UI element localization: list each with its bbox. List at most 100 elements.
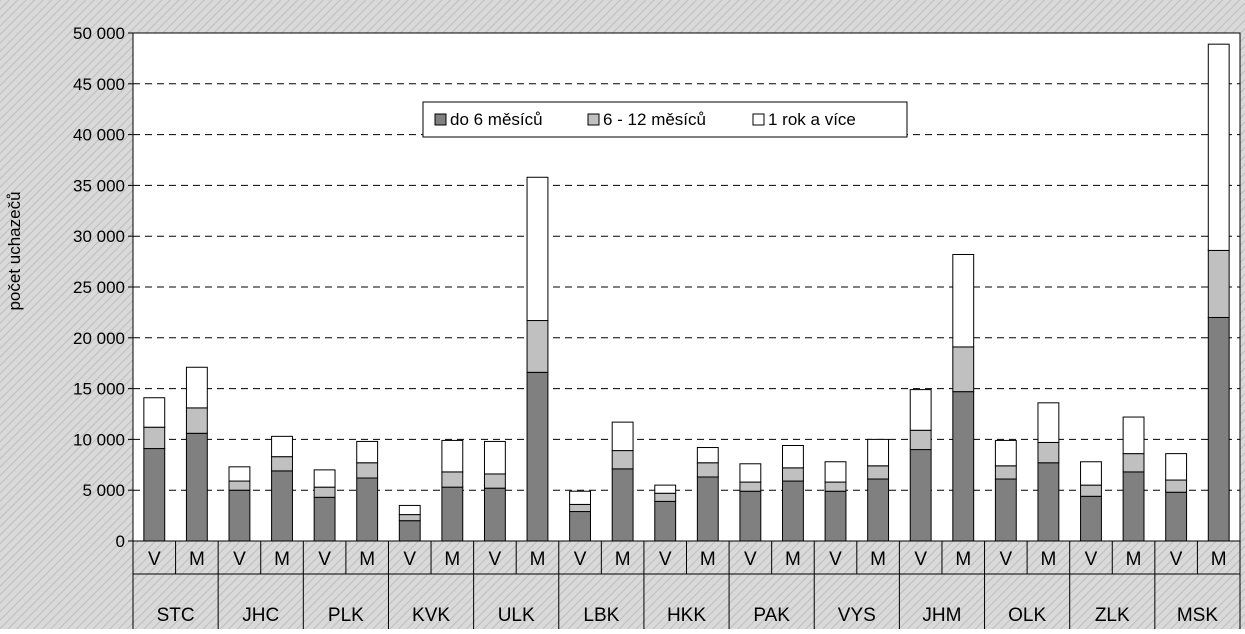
bar-do-6-VYS-V [824, 490, 847, 542]
bar-do-6-JHM-V [909, 449, 932, 542]
x-region-label: ZLK [1095, 605, 1130, 626]
bar-1-rok-JHC-M [271, 435, 293, 458]
x-sub-label: M [274, 549, 290, 570]
y-axis-label: počet uchazečů [5, 191, 24, 310]
bar-do-6-HKK-V [654, 500, 677, 542]
bar-6-12-VYS-V [824, 481, 847, 492]
x-region-label: JHC [242, 605, 279, 626]
bar-1-rok-PLK-V [313, 469, 336, 488]
bar-1-rok-JHC-V [228, 466, 251, 482]
bar-6-12-PLK-V [313, 486, 336, 498]
bar-do-6-OLK-V [994, 478, 1017, 542]
bar-do-6-STC-V [143, 448, 166, 542]
y-tick-label: 10 000 [73, 430, 125, 449]
bar-do-6-LBK-V [569, 511, 591, 542]
y-tick-label: 15 000 [73, 380, 125, 399]
bar-1-rok-HKK-M [696, 447, 719, 464]
bar-do-6-JHM-M [952, 391, 975, 542]
bar-6-12-VYS-M [867, 465, 890, 480]
bar-6-12-HKK-M [696, 462, 719, 478]
bar-do-6-ZLK-V [1080, 495, 1102, 542]
bar-1-rok-MSK-M [1207, 43, 1230, 251]
bar-6-12-LBK-V [569, 503, 591, 513]
y-tick-label: 45 000 [73, 75, 125, 94]
bar-6-12-JHC-V [228, 480, 251, 491]
x-sub-label: V [744, 549, 757, 570]
y-tick-label: 25 000 [73, 278, 125, 297]
bar-6-12-KVK-V [398, 514, 421, 522]
x-region-label: STC [157, 605, 195, 626]
bar-6-12-ZLK-V [1080, 484, 1102, 497]
legend: do 6 měsíců 6 - 12 měsíců 1 rok a více [422, 101, 908, 138]
x-region-label: HKK [667, 605, 706, 626]
x-sub-label: V [1085, 549, 1098, 570]
bar-do-6-PLK-V [313, 496, 336, 542]
x-sub-label: V [829, 549, 842, 570]
bar-1-rok-ZLK-V [1080, 461, 1102, 486]
bar-6-12-ULK-M [526, 320, 549, 373]
bar-do-6-LBK-M [611, 468, 634, 542]
x-sub-label: M [870, 549, 886, 570]
bar-do-6-MSK-V [1165, 491, 1188, 542]
y-tick-label: 35 000 [73, 176, 125, 195]
x-region-label: LBK [583, 605, 619, 626]
y-tick-label: 0 [116, 532, 125, 551]
x-sub-label: V [1170, 549, 1183, 570]
legend-box [422, 101, 908, 138]
x-sub-label: M [700, 549, 716, 570]
x-sub-label: V [574, 549, 587, 570]
bar-1-rok-JHM-V [909, 389, 932, 431]
bar-do-6-MSK-M [1207, 316, 1230, 542]
y-tick-label: 20 000 [73, 329, 125, 348]
bar-do-6-ULK-M [526, 371, 549, 542]
x-sub-label: V [659, 549, 672, 570]
axes: 0 5 000 10 000 15 000 20 000 25 000 30 000 35 0… [73, 24, 1241, 629]
bar-1-rok-OLK-M [1037, 402, 1060, 443]
x-sub-label: M [955, 549, 971, 570]
bar-6-12-PLK-M [356, 462, 379, 479]
bar-1-rok-OLK-V [994, 439, 1017, 467]
bar-1-rok-LBK-V [569, 490, 591, 505]
x-sub-label: M [785, 549, 801, 570]
x-sub-label: V [233, 549, 246, 570]
bar-6-12-JHM-V [909, 429, 932, 451]
bar-6-12-JHM-M [952, 346, 975, 393]
bar-1-rok-MSK-V [1165, 453, 1188, 481]
bar-do-6-PLK-M [356, 477, 379, 542]
bar-6-12-KVK-M [441, 471, 464, 488]
legend-label: 6 - 12 měsíců [603, 110, 706, 129]
bar-do-6-KVK-V [398, 520, 421, 542]
bars [143, 43, 1230, 542]
x-sub-label: V [403, 549, 416, 570]
bar-6-12-ZLK-M [1122, 453, 1145, 473]
bar-1-rok-VYS-V [824, 461, 847, 483]
x-sub-label: M [189, 549, 205, 570]
x-sub-label: V [914, 549, 927, 570]
bar-1-rok-KVK-M [441, 439, 464, 473]
legend-label: do 6 měsíců [450, 110, 543, 129]
x-sub-label: M [530, 549, 546, 570]
y-tick-label: 30 000 [73, 227, 125, 246]
bar-do-6-PAK-M [782, 480, 804, 542]
x-region-label: OLK [1008, 605, 1046, 626]
bar-6-12-JHC-M [271, 456, 293, 472]
bar-6-12-MSK-V [1165, 479, 1188, 493]
x-sub-label: M [444, 549, 460, 570]
bar-1-rok-KVK-V [398, 504, 421, 516]
bar-6-12-HKK-V [654, 492, 677, 502]
bar-6-12-PAK-M [782, 467, 804, 482]
bar-1-rok-STC-M [185, 366, 208, 409]
y-tick-label: 40 000 [73, 126, 125, 145]
legend-swatch [587, 113, 600, 126]
bar-1-rok-JHM-M [952, 253, 975, 348]
x-region-label: MSK [1177, 605, 1219, 626]
x-sub-label: M [1126, 549, 1142, 570]
bar-6-12-LBK-M [611, 450, 634, 470]
y-tick-label: 5 000 [82, 481, 125, 500]
x-sub-label: V [489, 549, 502, 570]
bar-6-12-MSK-M [1207, 249, 1230, 318]
x-sub-label: M [359, 549, 375, 570]
bar-6-12-PAK-V [739, 481, 762, 492]
bar-1-rok-PAK-V [739, 463, 762, 483]
